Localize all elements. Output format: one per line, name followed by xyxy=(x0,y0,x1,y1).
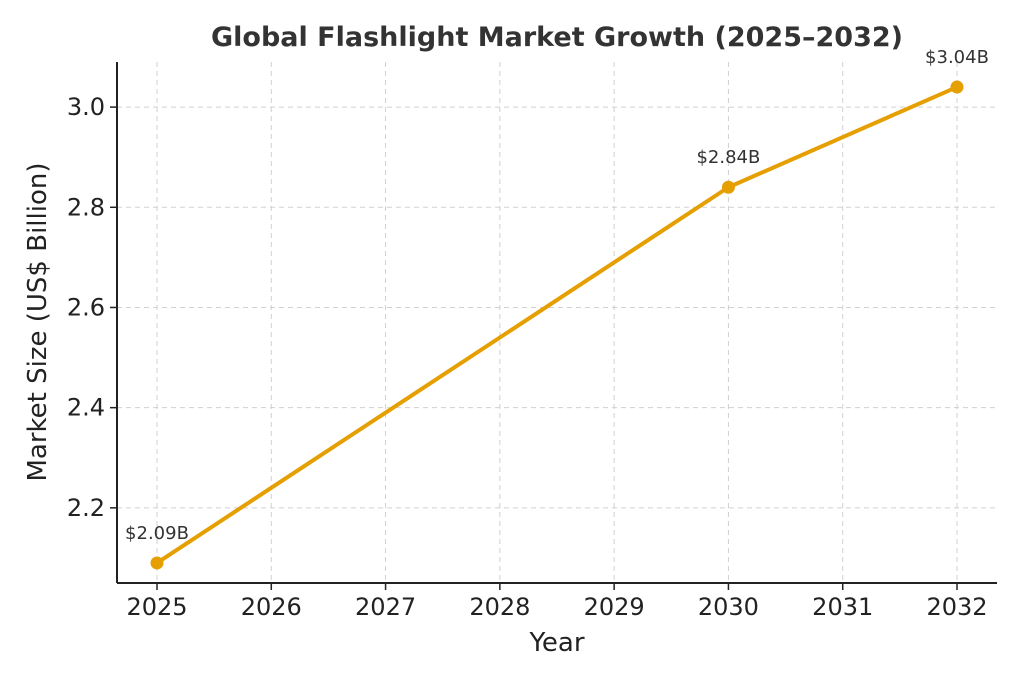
x-tick-label: 2026 xyxy=(241,593,302,621)
y-tick-label: 3.0 xyxy=(67,93,105,121)
x-tick-label: 2031 xyxy=(812,593,873,621)
x-tick-label: 2032 xyxy=(926,593,987,621)
chart-title: Global Flashlight Market Growth (2025–20… xyxy=(211,22,903,53)
y-axis-label: Market Size (US$ Billion) xyxy=(23,162,53,481)
y-tick-label: 2.8 xyxy=(67,193,105,221)
x-tick-label: 2027 xyxy=(355,593,416,621)
data-label: $2.09B xyxy=(125,523,189,544)
grid xyxy=(117,62,997,583)
data-point xyxy=(150,556,164,570)
x-tick-label: 2029 xyxy=(584,593,645,621)
series-line xyxy=(155,85,959,565)
y-tick-label: 2.6 xyxy=(67,293,105,321)
x-tick-label: 2025 xyxy=(126,593,187,621)
data-label: $2.84B xyxy=(696,147,760,168)
x-tick-label: 2028 xyxy=(469,593,530,621)
x-axis-label: Year xyxy=(528,628,584,658)
axis-ticks: 2025 2026 2027 2028 2029 2030 2031 2032 2.2 2.4 2.… xyxy=(67,93,988,621)
series: $2.09B $2.84B $3.04B xyxy=(125,47,989,570)
data-point xyxy=(950,80,964,94)
y-tick-label: 2.2 xyxy=(67,494,105,522)
data-point xyxy=(721,180,735,194)
x-tick-label: 2030 xyxy=(698,593,759,621)
data-label: $3.04B xyxy=(925,47,989,68)
y-tick-label: 2.4 xyxy=(67,394,105,422)
